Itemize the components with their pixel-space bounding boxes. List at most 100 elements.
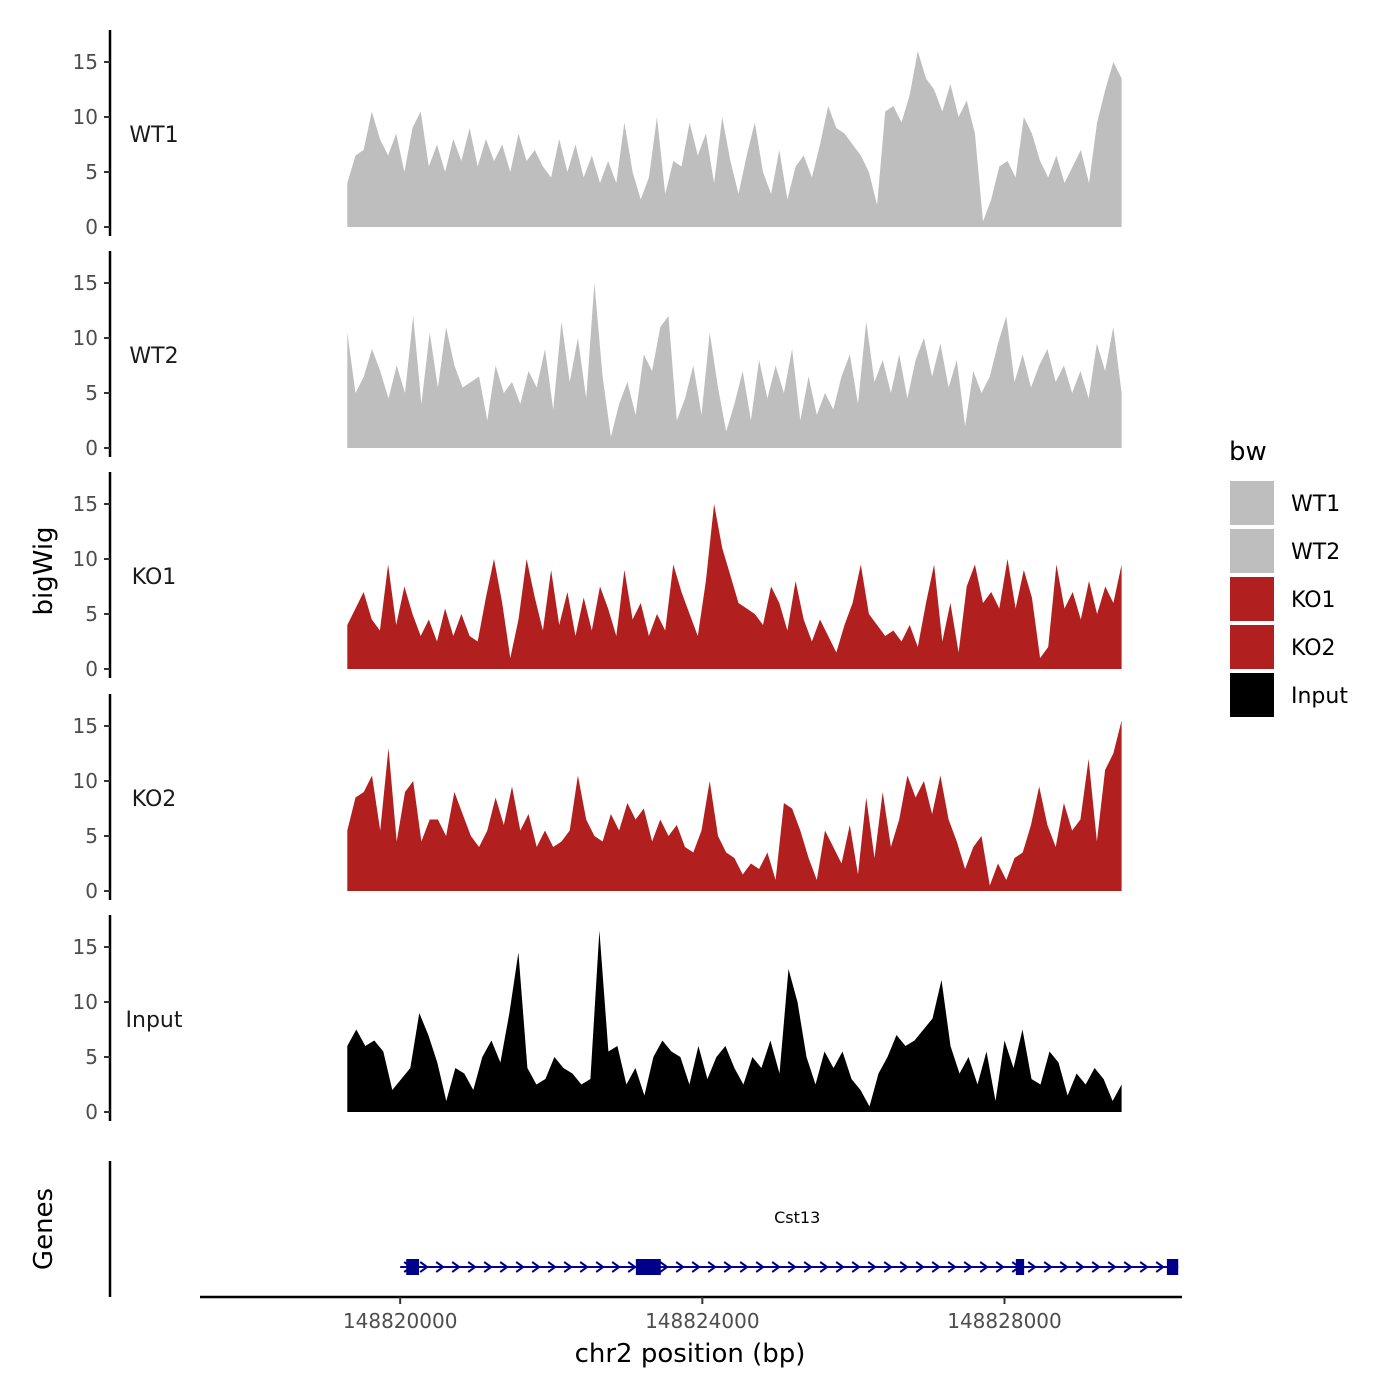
strand-arrow [835,1261,845,1273]
strand-arrow [1043,1261,1053,1273]
strand-arrow [691,1261,701,1273]
strand-arrow [451,1261,461,1273]
track-wt2: 0 5 10 15 WT2 [73,251,1122,460]
y-tick-label-input: 10 [73,990,98,1014]
strand-arrow [595,1261,605,1273]
y-tick-label-wt2: 10 [73,326,98,350]
strand-arrow [675,1261,685,1273]
exon [406,1259,420,1275]
exon [1166,1259,1179,1275]
y-tick-label-ko2: 0 [85,879,98,903]
track-area-input [347,930,1122,1112]
track-area-ko2 [347,720,1122,891]
strand-arrow [467,1261,477,1273]
y-tick-label-wt2: 15 [73,271,98,295]
strand-arrow [611,1261,621,1273]
strand-arrow [659,1261,669,1273]
track-area-wt2 [347,283,1122,448]
track-label-wt1: WT1 [129,123,178,148]
legend-swatch-wt1 [1228,479,1276,527]
y-axis-title: bigWig [29,526,59,615]
strand-arrow [707,1261,717,1273]
track-ko1: 0 5 10 15 KO1 [73,472,1122,681]
x-tick-label: 148820000 [343,1309,458,1333]
exon [635,1259,661,1275]
strand-arrow [787,1261,797,1273]
y-tick-label-ko1: 15 [73,492,98,516]
y-tick-label-wt2: 0 [85,436,98,460]
track-area-wt1 [347,51,1122,227]
legend: bw WT1 WT2 KO1 KO2 Input [1228,437,1348,719]
strand-arrow [851,1261,861,1273]
strand-arrow [771,1261,781,1273]
strand-arrow [531,1261,541,1273]
strand-arrow [1059,1261,1069,1273]
strand-arrow [547,1261,557,1273]
strand-arrow [899,1261,909,1273]
strand-arrow [627,1261,637,1273]
y-tick-label-ko1: 5 [85,602,98,626]
strand-arrow [963,1261,973,1273]
strand-arrow [931,1261,941,1273]
track-wt1: 0 5 10 15 WT1 [73,30,1122,239]
y-tick-label-input: 5 [85,1045,98,1069]
track-label-wt2: WT2 [129,344,178,369]
strand-arrow [483,1261,493,1273]
strand-arrow [803,1261,813,1273]
y-tick-label-ko2: 15 [73,714,98,738]
legend-swatch-input [1228,671,1276,719]
y-tick-label-wt2: 5 [85,381,98,405]
y-tick-label-ko2: 10 [73,769,98,793]
strand-arrow [579,1261,589,1273]
gene-cst13: Cst13 [400,1208,1179,1275]
x-tick-label: 148824000 [645,1309,760,1333]
strand-arrow [515,1261,525,1273]
strand-arrow [995,1261,1005,1273]
y-tick-label-wt1: 0 [85,215,98,239]
strand-arrow [1139,1261,1149,1273]
legend-swatch-ko2 [1228,623,1276,671]
strand-arrow [1155,1261,1165,1273]
y-tick-label-ko2: 5 [85,824,98,848]
strand-arrow [979,1261,989,1273]
strand-arrow [419,1261,429,1273]
legend-label-wt2: WT2 [1291,540,1340,565]
y-tick-label-ko1: 0 [85,657,98,681]
y-tick-label-wt1: 10 [73,105,98,129]
y-tick-label-wt1: 15 [73,50,98,74]
gene-track: Cst13 [108,1161,1179,1297]
x-tick-label: 148828000 [947,1309,1062,1333]
track-label-ko1: KO1 [132,565,177,590]
legend-label-ko2: KO2 [1291,636,1336,661]
x-axis: 148820000 148824000 148828000 [200,1295,1182,1333]
track-ko2: 0 5 10 15 KO2 [73,694,1122,903]
y-tick-label-input: 15 [73,935,98,959]
strand-arrow [723,1261,733,1273]
genes-axis-title: Genes [29,1188,59,1270]
track-label-input: Input [126,1008,183,1033]
strand-arrow [1091,1261,1101,1273]
strand-arrow [435,1261,445,1273]
gene-name-label: Cst13 [774,1208,820,1227]
track-input: 0 5 10 15 Input [73,915,1122,1124]
track-area-ko1 [347,504,1122,669]
strand-arrow [499,1261,509,1273]
legend-label-input: Input [1291,684,1348,709]
exon [1015,1259,1025,1275]
strand-arrow [1027,1261,1037,1273]
strand-arrow [883,1261,893,1273]
strand-arrow [1075,1261,1085,1273]
y-tick-label-wt1: 5 [85,160,98,184]
legend-title: bw [1229,437,1267,467]
strand-arrow [915,1261,925,1273]
legend-swatch-ko1 [1228,575,1276,623]
legend-swatch-wt2 [1228,527,1276,575]
strand-arrow [947,1261,957,1273]
strand-arrow [1123,1261,1133,1273]
track-label-ko2: KO2 [132,787,177,812]
y-tick-label-input: 0 [85,1100,98,1124]
bigwig-tracks: 0 5 10 15 WT1 0 5 10 15 WT2 0 5 10 15 KO1 0 5 10 15 KO2 0 5 10… [73,30,1122,1124]
legend-label-ko1: KO1 [1291,588,1336,613]
strand-arrow [739,1261,749,1273]
